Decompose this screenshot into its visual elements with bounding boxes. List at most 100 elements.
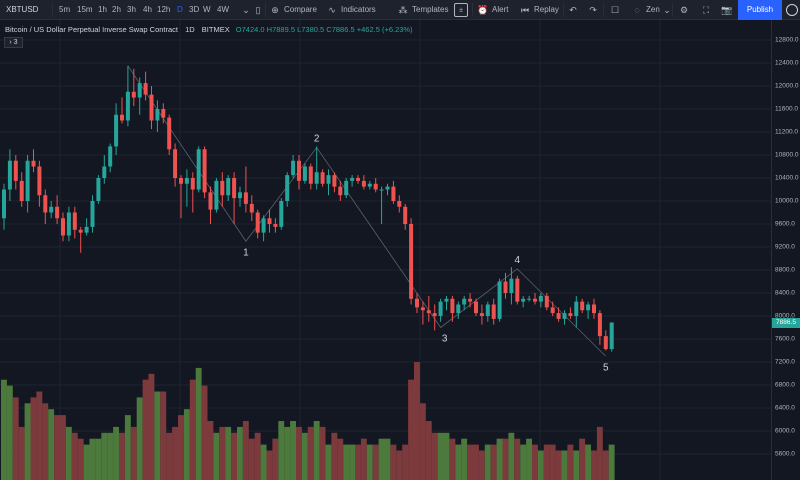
candle-body (444, 298, 449, 302)
candle-body (102, 166, 107, 178)
elliott-wave-lines (127, 65, 607, 357)
interval-4W[interactable]: 4W (217, 5, 229, 14)
candle-body (379, 189, 384, 191)
interval-5m[interactable]: 5m (59, 5, 71, 14)
candle-body (356, 178, 360, 181)
candle (279, 198, 284, 230)
interval-3h[interactable]: 3h (127, 5, 136, 14)
candle-body (432, 313, 437, 316)
candle-body (509, 278, 514, 293)
candle-body (243, 192, 248, 204)
undo-icon[interactable]: ↶ (569, 4, 577, 15)
replay-button[interactable]: Replay (534, 5, 559, 14)
candle (361, 175, 366, 190)
layout-icon[interactable]: ± (454, 3, 468, 17)
candle (474, 298, 478, 316)
candle-body (450, 298, 455, 314)
wave-label-1: 1 (243, 247, 249, 258)
candle-body (238, 192, 242, 199)
candle-body (43, 195, 48, 213)
candle (444, 295, 449, 311)
camera-icon[interactable]: 📷 (721, 4, 733, 15)
zen-button[interactable]: Zen (646, 5, 660, 14)
candle (450, 295, 455, 322)
legend-title: Bitcoin / US Dollar Perpetual Inverse Sw… (5, 25, 178, 34)
candle-body (255, 212, 260, 233)
candle-body (367, 183, 372, 187)
chevron-down-icon[interactable]: ⌄ (663, 4, 671, 15)
indicators-icon[interactable]: ∿ (328, 4, 336, 15)
candle-body (544, 295, 549, 308)
volume-bar (360, 438, 367, 480)
interval-15m[interactable]: 15m (77, 5, 93, 14)
fullscreen-square-icon[interactable]: ☐ (610, 4, 620, 15)
candle (255, 209, 260, 239)
volume-bar (89, 438, 96, 480)
candle (25, 155, 30, 213)
interval-1h[interactable]: 1h (98, 5, 107, 14)
candle (468, 293, 473, 308)
volume-bar (42, 403, 49, 480)
candle (214, 178, 219, 213)
candles-icon[interactable]: ▯ (255, 4, 261, 15)
top-toolbar: XBTUSD 5m 15m 1h 2h 3h 4h 12h D 3D W 4W ⌄ ▯ ⊕ Comp… (0, 0, 800, 20)
candle-body (592, 304, 596, 314)
toolbar-divider (265, 3, 266, 17)
indicators-button[interactable]: Indicators (341, 5, 376, 14)
publish-button[interactable]: Publish (738, 0, 782, 20)
candle (515, 275, 520, 305)
volume-bar (473, 444, 479, 480)
candle-body (149, 94, 154, 121)
candle (527, 295, 532, 302)
interval-4h[interactable]: 4h (143, 5, 152, 14)
chevron-down-icon[interactable]: ⌄ (242, 4, 250, 15)
price-tick-label: 6400.0 (775, 404, 795, 412)
volume-bar (142, 379, 149, 480)
candle-body (190, 178, 195, 190)
candle (538, 293, 543, 308)
price-scale[interactable]: 12800.0 12400.0 12000.0 11600.0 11200.0 10800… (771, 20, 800, 480)
templates-button[interactable]: Templates (412, 5, 449, 14)
templates-icon[interactable]: ⁂ (398, 4, 408, 15)
symbol-search[interactable]: XBTUSD (6, 5, 39, 14)
interval-2h[interactable]: 2h (112, 5, 121, 14)
candle (485, 301, 490, 322)
volume-bar (213, 432, 220, 480)
candle (243, 166, 248, 213)
volume-bar (325, 444, 332, 480)
wave-path (127, 65, 607, 357)
replay-icon[interactable]: ⏮ (520, 4, 530, 15)
zen-icon[interactable]: ◌ (634, 5, 640, 15)
volume-bar (36, 391, 43, 480)
chart-legend: Bitcoin / US Dollar Perpetual Inverse Sw… (5, 25, 413, 34)
interval-W[interactable]: W (203, 5, 211, 14)
candle-body (37, 166, 42, 196)
play-circle-icon[interactable] (786, 4, 798, 16)
candle (367, 180, 372, 190)
compare-icon[interactable]: ⊕ (271, 4, 279, 15)
candle-body (72, 212, 77, 230)
price-chart[interactable]: 1 2 3 4 5 (0, 20, 771, 480)
volume-bar (260, 444, 267, 480)
alert-button[interactable]: Alert (492, 5, 509, 14)
interval-D[interactable]: D (177, 5, 183, 14)
volume-bar (313, 421, 320, 480)
expand-icon[interactable]: ⛶ (702, 4, 710, 15)
gear-icon[interactable]: ⚙ (679, 4, 689, 15)
interval-3D[interactable]: 3D (189, 5, 200, 14)
alert-clock-icon[interactable]: ⏰ (477, 4, 489, 15)
candle (432, 304, 437, 331)
price-tick-label: 7600.0 (775, 335, 795, 343)
candle (196, 146, 201, 193)
candle-body (515, 278, 520, 302)
candle (31, 149, 36, 173)
legend-toggle-button[interactable]: › 3 (4, 37, 23, 48)
candle (597, 310, 602, 345)
candle-body (143, 83, 148, 95)
toolbar-divider (563, 3, 564, 17)
candle-body (55, 206, 60, 219)
compare-button[interactable]: Compare (284, 5, 317, 14)
candle-body (208, 192, 213, 210)
interval-12h[interactable]: 12h (157, 5, 171, 14)
redo-icon[interactable]: ↷ (589, 4, 597, 15)
